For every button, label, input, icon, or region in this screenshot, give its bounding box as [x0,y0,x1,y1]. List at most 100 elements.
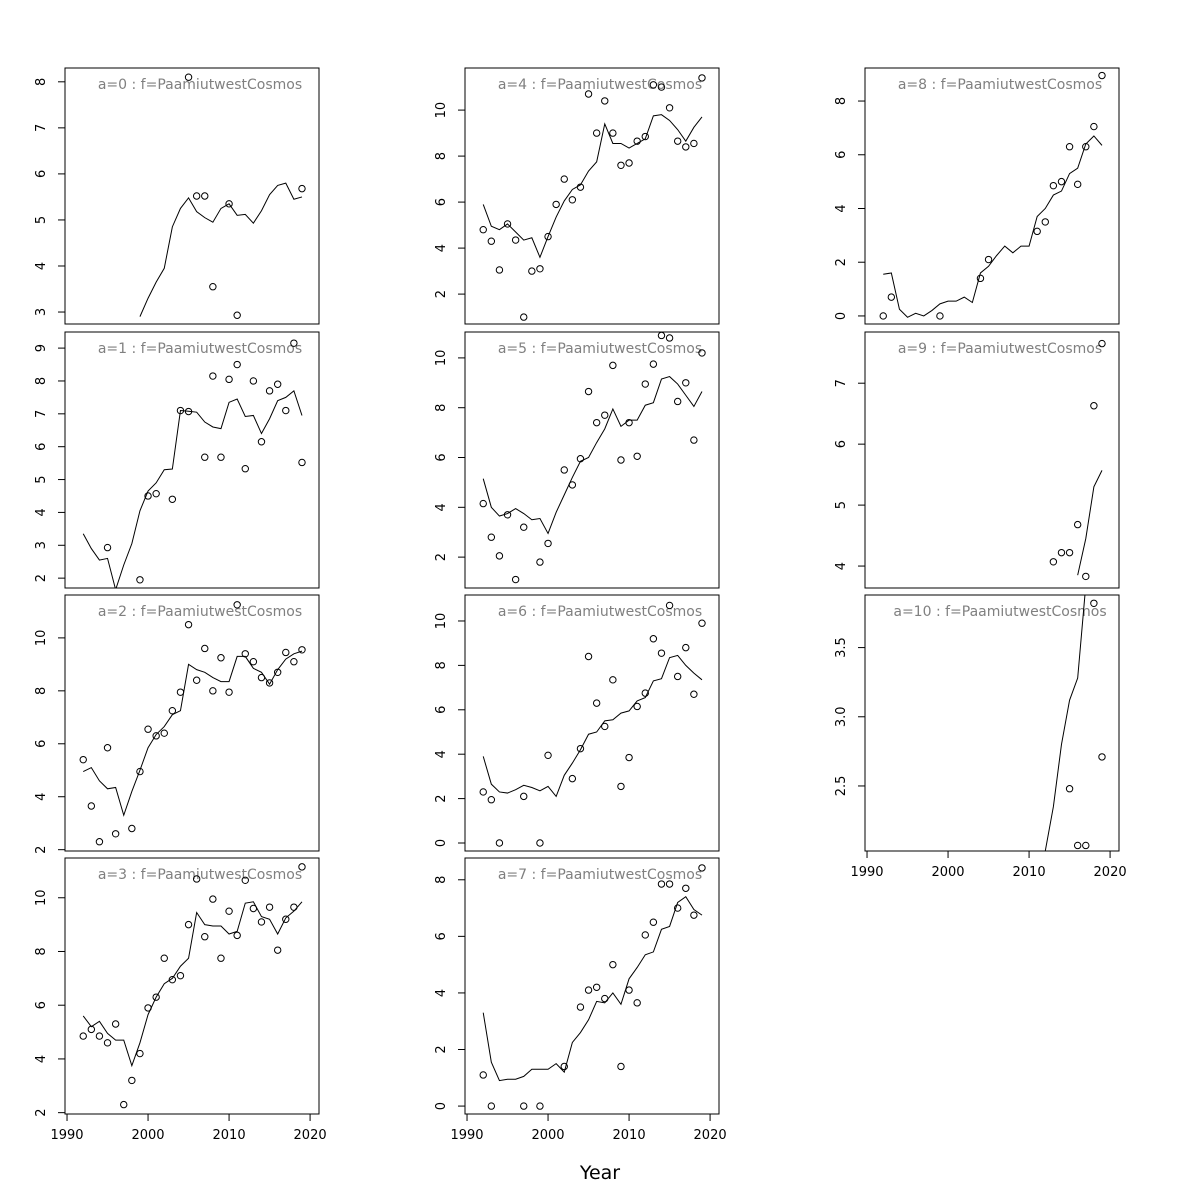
y-tick-label: 7 [34,410,49,418]
data-point [520,523,528,531]
y-tick-label: 2 [434,553,449,561]
plot-area [79,601,306,846]
data-point [690,436,698,444]
data-point [544,539,552,548]
x-tick-label: 1990 [850,865,883,880]
data-point [273,380,282,388]
plot-area [82,339,306,588]
y-tick-label: 2 [34,846,49,854]
data-point [617,1062,625,1071]
y-tick-label: 10 [34,889,49,906]
data-point [233,311,241,319]
data-point [136,1049,144,1058]
data-point [1073,520,1082,529]
data-point [298,863,306,871]
data-point [1033,227,1041,236]
data-point [673,904,682,912]
panel-frame [864,67,1120,325]
data-point [128,1076,136,1085]
data-point [209,372,217,380]
data-point [290,339,298,347]
y-tick-label: 8 [434,876,449,884]
data-point [225,375,233,384]
data-point [79,1032,87,1040]
data-point [152,993,160,1001]
data-point [265,903,274,911]
panel-title: a=2 : f=PaamiutwestCosmos [98,604,302,620]
y-tick-label: 6 [34,1001,49,1009]
data-point [536,1102,544,1110]
y-tick-label: 0 [834,312,849,320]
y-tick-label: 2 [834,258,849,266]
x-tick-label: 1990 [450,1128,483,1143]
y-tick-label: 6 [434,706,449,714]
y-tick-label: 4 [34,508,49,516]
data-point [641,132,649,141]
data-point [673,137,682,145]
data-point [495,839,504,847]
data-point [698,74,706,82]
data-point [1073,180,1082,189]
y-tick-label: 4 [834,204,849,212]
panel: a=3 : f=PaamiutwestCosmos 2 4 6 8 10 1990 2000 2… [34,857,327,1143]
data-point [528,267,536,275]
data-point [282,406,290,415]
data-point [649,81,658,89]
x-tick-label: 2010 [613,1128,646,1143]
panel-title: a=4 : f=PaamiutwestCosmos [498,77,702,93]
data-point [209,895,217,903]
x-tick-label: 2000 [531,1128,564,1143]
data-point [560,175,568,183]
data-point [176,971,185,980]
data-point [1098,339,1106,348]
data-point [544,232,552,241]
data-point [609,129,617,137]
y-tick-label: 6 [34,740,49,748]
y-tick-label: 8 [34,377,49,385]
data-point [657,83,666,91]
data-point [641,689,649,697]
data-point [233,931,241,940]
data-point [152,489,160,498]
panel: a=5 : f=PaamiutwestCosmos 2 4 6 8 10 [434,331,720,589]
y-tick-label: 2.5 [834,776,849,797]
data-point [201,644,209,653]
data-point [520,1102,528,1110]
x-tick-label: 2020 [294,1128,327,1143]
panel-frame [464,331,720,589]
data-point [601,411,609,419]
data-point [217,654,225,662]
data-point [192,192,201,200]
data-point [241,465,249,473]
data-point [495,266,504,274]
panel-title: a=9 : f=PaamiutwestCosmos [898,341,1102,357]
plot-area [479,864,706,1110]
data-point [144,725,152,733]
data-point [690,139,698,148]
data-point [233,601,241,609]
y-tick-label: 4 [34,262,49,270]
y-tick-label: 4 [434,989,449,997]
y-tick-label: 8 [434,404,449,412]
data-point [536,839,544,847]
panel: a=4 : f=PaamiutwestCosmos 2 4 6 8 10 [434,67,720,325]
data-point [152,732,160,740]
y-tick-label: 4 [434,750,449,758]
panel-frame [464,67,720,325]
data-point [649,918,658,926]
data-point [265,679,274,687]
panel-frame [64,594,320,852]
data-point [609,361,617,370]
plot-area [79,863,306,1109]
fit-line [482,376,703,535]
y-tick-label: 0 [434,839,449,847]
data-point [536,558,544,566]
data-point [568,774,577,783]
data-point [111,1020,120,1028]
fit-line [1044,595,1086,851]
data-point [625,159,633,167]
data-point [576,744,585,753]
x-tick-label: 2020 [694,1128,727,1143]
plot-area [879,71,1106,320]
